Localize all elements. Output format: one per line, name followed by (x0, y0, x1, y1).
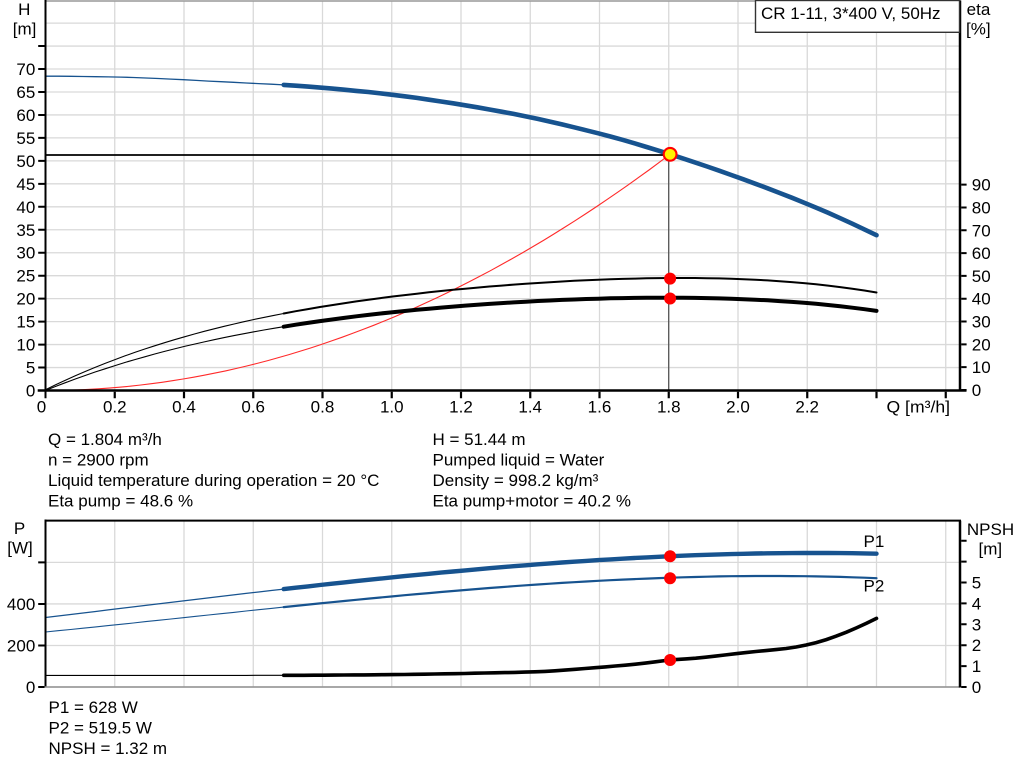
svg-text:H = 51.44 m: H = 51.44 m (433, 430, 526, 449)
svg-text:60: 60 (972, 244, 991, 263)
svg-text:70: 70 (16, 60, 35, 79)
svg-text:35: 35 (16, 221, 35, 240)
svg-text:4: 4 (972, 594, 981, 613)
svg-text:50: 50 (972, 267, 991, 286)
svg-text:60: 60 (16, 106, 35, 125)
svg-text:65: 65 (16, 83, 35, 102)
svg-text:Q = 1.804 m³/h: Q = 1.804 m³/h (48, 430, 162, 449)
svg-text:[%]: [%] (966, 20, 991, 39)
svg-text:10: 10 (972, 358, 991, 377)
svg-text:P: P (14, 519, 25, 538)
svg-text:[m]: [m] (13, 20, 37, 39)
svg-text:400: 400 (7, 595, 35, 614)
svg-text:40: 40 (16, 198, 35, 217)
svg-text:Q [m³/h]: Q [m³/h] (887, 398, 951, 417)
svg-text:NPSH: NPSH (967, 520, 1014, 539)
svg-text:1.4: 1.4 (518, 398, 542, 417)
svg-text:NPSH = 1.32 m: NPSH = 1.32 m (49, 739, 168, 758)
svg-text:0.2: 0.2 (103, 398, 127, 417)
svg-text:2: 2 (972, 636, 981, 655)
svg-text:55: 55 (16, 129, 35, 148)
svg-text:1: 1 (972, 657, 981, 676)
svg-text:45: 45 (16, 175, 35, 194)
svg-text:P2 = 519.5 W: P2 = 519.5 W (49, 719, 152, 738)
svg-text:5: 5 (26, 359, 35, 378)
svg-text:P1 = 628 W: P1 = 628 W (49, 698, 138, 717)
svg-text:1.6: 1.6 (588, 398, 612, 417)
svg-text:70: 70 (972, 221, 991, 240)
svg-text:25: 25 (16, 267, 35, 286)
svg-text:eta: eta (967, 0, 991, 19)
svg-text:5: 5 (972, 574, 981, 593)
svg-text:0: 0 (26, 678, 35, 697)
svg-text:30: 30 (972, 313, 991, 332)
svg-text:50: 50 (16, 152, 35, 171)
svg-text:1.2: 1.2 (449, 398, 473, 417)
svg-text:CR 1-11, 3*400 V, 50Hz: CR 1-11, 3*400 V, 50Hz (761, 4, 941, 23)
svg-text:10: 10 (16, 336, 35, 355)
svg-text:0.8: 0.8 (311, 398, 335, 417)
svg-text:0: 0 (26, 382, 35, 401)
svg-text:0.6: 0.6 (241, 398, 265, 417)
svg-text:Pumped liquid = Water: Pumped liquid = Water (433, 451, 605, 470)
svg-text:0: 0 (972, 381, 981, 400)
svg-text:3: 3 (972, 615, 981, 634)
svg-text:n = 2900 rpm: n = 2900 rpm (48, 451, 149, 470)
svg-text:Liquid temperature during oper: Liquid temperature during operation = 20… (48, 471, 379, 490)
svg-text:20: 20 (16, 290, 35, 309)
svg-text:40: 40 (972, 290, 991, 309)
svg-text:Eta pump+motor = 40.2 %: Eta pump+motor = 40.2 % (433, 492, 631, 511)
svg-text:20: 20 (972, 335, 991, 354)
svg-text:0.4: 0.4 (172, 398, 196, 417)
svg-text:P1: P1 (864, 532, 885, 551)
svg-text:1.0: 1.0 (380, 398, 404, 417)
svg-text:[W]: [W] (7, 539, 33, 558)
svg-text:15: 15 (16, 313, 35, 332)
svg-text:2.2: 2.2 (795, 398, 819, 417)
svg-text:0: 0 (972, 678, 981, 697)
svg-text:200: 200 (7, 637, 35, 656)
svg-text:80: 80 (972, 198, 991, 217)
svg-text:2.0: 2.0 (726, 398, 750, 417)
svg-text:30: 30 (16, 244, 35, 263)
svg-text:1.8: 1.8 (657, 398, 681, 417)
svg-text:90: 90 (972, 176, 991, 195)
svg-text:Eta pump = 48.6 %: Eta pump = 48.6 % (48, 492, 193, 511)
svg-text:[m]: [m] (978, 540, 1002, 559)
svg-text:0: 0 (37, 398, 46, 417)
svg-text:H: H (18, 0, 30, 19)
svg-text:Density = 998.2 kg/m³: Density = 998.2 kg/m³ (433, 471, 599, 490)
svg-text:P2: P2 (864, 577, 885, 596)
